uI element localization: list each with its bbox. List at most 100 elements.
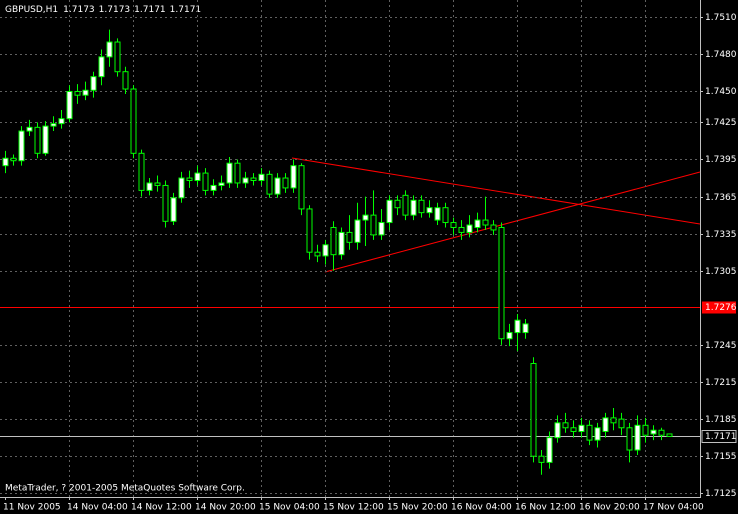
candle-body <box>234 162 241 184</box>
y-tick-label: 1.7395 <box>705 155 737 165</box>
candle-body <box>442 207 449 224</box>
candle-body <box>26 126 33 132</box>
candle-body <box>402 194 409 216</box>
candle-body <box>546 437 553 463</box>
candle-body <box>594 427 601 441</box>
candle-body <box>394 199 401 209</box>
candle-body <box>282 177 289 189</box>
candle-body <box>298 165 305 210</box>
x-tick-label: 16 Nov 04:00 <box>451 503 512 513</box>
candle-body <box>106 41 113 58</box>
candle-body <box>90 76 97 91</box>
candle-body <box>538 455 545 463</box>
candle-body <box>306 208 313 253</box>
candle-body <box>74 90 81 96</box>
candle-body <box>354 219 361 243</box>
candle-body <box>162 184 169 222</box>
candle-body <box>66 90 73 120</box>
candle-body <box>250 177 257 182</box>
candle-body <box>642 424 649 436</box>
trendline <box>291 157 701 225</box>
candle-body <box>82 89 89 96</box>
candle-body <box>362 214 369 221</box>
candle-body <box>338 231 345 256</box>
candle-body <box>506 332 513 340</box>
candle-body <box>122 71 129 90</box>
candle-body <box>186 177 193 182</box>
candle-body <box>586 424 593 441</box>
footer: MetaTrader, ? 2001-2005 MetaQuotes Softw… <box>5 484 245 494</box>
candle-body <box>202 172 209 191</box>
candle-body <box>610 417 617 424</box>
candle-body <box>618 418 625 429</box>
x-tick-label: 16 Nov 12:00 <box>515 503 576 513</box>
trendline <box>324 171 701 273</box>
candle-body <box>522 323 529 334</box>
x-tick-label: 17 Nov 04:00 <box>643 503 704 513</box>
y-tick-label: 1.7510 <box>705 13 737 23</box>
candle-body <box>50 123 57 127</box>
candle-body <box>346 231 353 243</box>
candle-body <box>434 207 441 221</box>
candle-body <box>602 417 609 432</box>
candle-body <box>274 177 281 195</box>
x-tick-label: 15 Nov 12:00 <box>323 503 384 513</box>
candle-body <box>458 226 465 233</box>
candle-body <box>410 199 417 216</box>
candle-body <box>266 173 273 195</box>
candle-body <box>666 433 673 437</box>
candle-body <box>194 172 201 182</box>
candle-body <box>378 222 385 236</box>
candle-body <box>34 126 41 154</box>
y-tick-label: 1.7185 <box>705 415 737 425</box>
candle-body <box>42 125 49 154</box>
x-tick-label: 11 Nov 2005 <box>3 503 61 513</box>
candle-body <box>370 214 377 236</box>
candle-body <box>554 422 561 439</box>
x-tick-label: 15 Nov 04:00 <box>259 503 320 513</box>
close: 1.7171 <box>170 5 202 15</box>
candle-body <box>570 427 577 432</box>
y-tick-label: 1.7215 <box>705 378 737 388</box>
candle-body <box>58 118 65 125</box>
y-tick-label: 1.7245 <box>705 341 737 351</box>
candle-body <box>322 244 329 257</box>
candle-body <box>626 427 633 451</box>
open: 1.7173 <box>63 5 95 15</box>
candle-body <box>10 157 17 162</box>
candle-body <box>290 165 297 189</box>
candle-body <box>490 224 497 231</box>
candle-body <box>170 197 177 222</box>
candle-body <box>178 177 185 199</box>
candle-body <box>530 362 537 457</box>
header: GBPUSD,H1 1.7173 1.7173 1.7171 1.7171 <box>5 5 201 15</box>
candle-body <box>114 41 121 73</box>
candle-body <box>330 226 337 256</box>
y-tick-label: 1.7125 <box>705 489 737 499</box>
candle-body <box>498 226 505 340</box>
candle-body <box>138 152 145 191</box>
candle-body <box>226 162 233 184</box>
candle-body <box>562 422 569 429</box>
high: 1.7173 <box>99 5 131 15</box>
price-label-box <box>701 430 737 443</box>
candle-body <box>658 429 665 436</box>
candle-body <box>242 177 249 184</box>
candle-body <box>450 222 457 228</box>
candle-body <box>146 182 153 191</box>
symbol: GBPUSD,H1 <box>5 5 58 15</box>
candle-body <box>386 199 393 224</box>
x-tick-label: 14 Nov 20:00 <box>195 503 256 513</box>
candle-body <box>466 224 473 233</box>
candle-body <box>314 251 321 257</box>
candle-body <box>258 173 265 182</box>
candle-body <box>578 424 585 432</box>
candle-body <box>210 184 217 191</box>
candle-body <box>2 157 9 167</box>
candle-body <box>474 219 481 228</box>
candle-body <box>98 56 105 78</box>
candle-body <box>418 199 425 214</box>
candle-body <box>154 182 161 186</box>
candle-body <box>514 319 521 334</box>
